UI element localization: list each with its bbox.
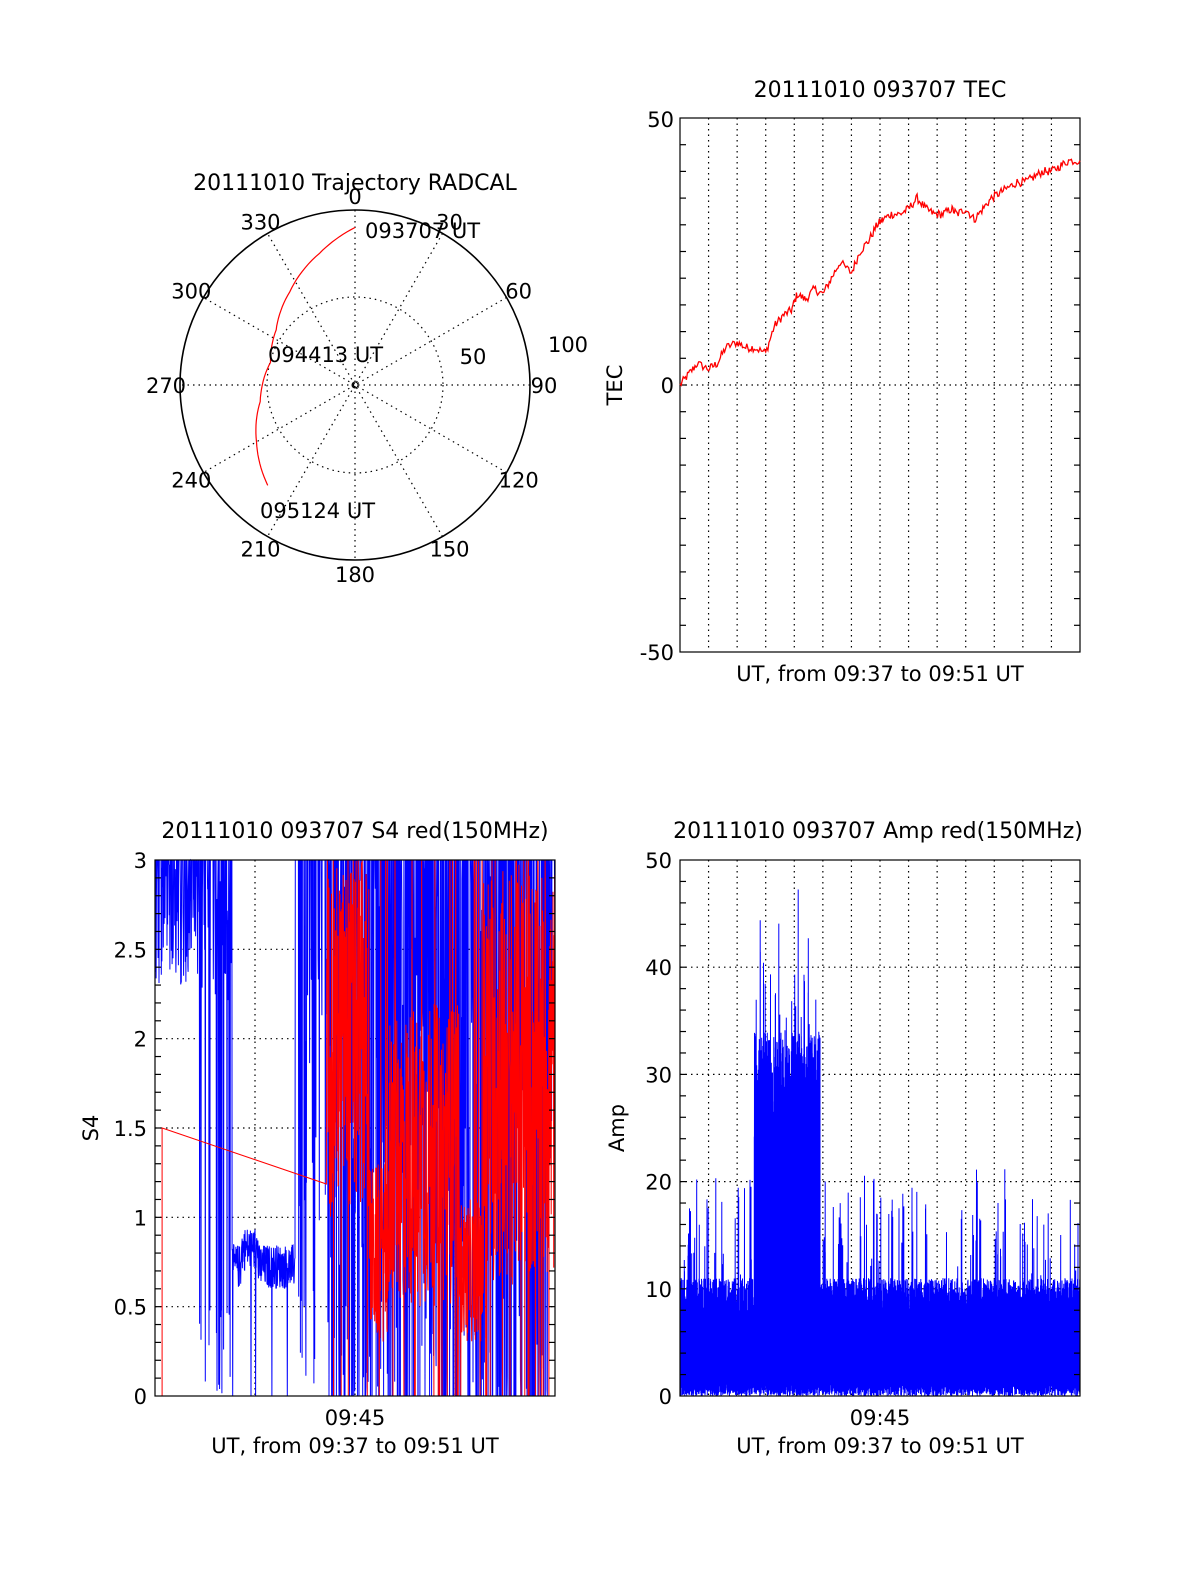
tec-ytick-label: 50 bbox=[647, 108, 674, 132]
tec-ytick-label: 0 bbox=[661, 374, 674, 398]
amp-title: 20111010 093707 Amp red(150MHz) bbox=[673, 819, 1083, 844]
trajectory-line bbox=[255, 226, 356, 486]
polar-azimuth-label: 270 bbox=[146, 374, 186, 398]
s4-ylabel: S4 bbox=[79, 1115, 103, 1142]
tec-grid bbox=[680, 118, 1080, 652]
polar-azimuth-labels: 0 30 60 90 120 150 180 210 240 270 300 330 bbox=[146, 185, 557, 587]
polar-trajectory-chart: 20111010 Trajectory RADCAL 0 30 60 90 120 150… bbox=[146, 171, 588, 587]
amp-ytick-label: 40 bbox=[645, 956, 672, 980]
s4-chart: 20111010 093707 S4 red(150MHz) 0 0.5 1 1.5 2… bbox=[79, 819, 556, 1458]
polar-center-marker bbox=[351, 381, 359, 389]
polar-spoke bbox=[203, 296, 507, 474]
s4-ytick-labels: 0 0.5 1 1.5 2 2.5 3 bbox=[114, 849, 147, 1409]
tec-minor-ticks bbox=[680, 144, 1080, 626]
polar-azimuth-label: 0 bbox=[348, 185, 361, 209]
tec-chart: 20111010 093707 TEC 50 0 -50 TEC UT, fro… bbox=[603, 78, 1081, 686]
polar-azimuth-label: 180 bbox=[335, 563, 375, 587]
tec-ytick-label: -50 bbox=[640, 641, 674, 665]
tec-series-line bbox=[679, 158, 1081, 387]
tec-title: 20111010 093707 TEC bbox=[754, 78, 1007, 103]
tec-xlabel: UT, from 09:37 to 09:51 UT bbox=[736, 662, 1024, 686]
s4-red-series-line bbox=[161, 859, 556, 1397]
s4-ytick-label: 2.5 bbox=[114, 938, 147, 962]
amp-ytick-label: 50 bbox=[645, 849, 672, 873]
amp-ytick-labels: 0 10 20 30 40 50 bbox=[645, 849, 672, 1409]
polar-radial-label: 50 bbox=[460, 345, 487, 369]
polar-azimuth-label: 240 bbox=[171, 469, 211, 493]
amp-plot-frame bbox=[679, 859, 1081, 1397]
trajectory-mid-label: 094413 UT bbox=[268, 343, 383, 367]
s4-ytick-label: 1.5 bbox=[114, 1117, 147, 1141]
s4-ytick-label: 0.5 bbox=[114, 1296, 147, 1320]
polar-spoke bbox=[203, 296, 507, 474]
s4-ytick-label: 2 bbox=[134, 1028, 147, 1052]
polar-azimuth-label: 120 bbox=[499, 469, 539, 493]
amp-xtick-label: 09:45 bbox=[850, 1406, 911, 1430]
polar-radial-label: 100 bbox=[548, 333, 588, 357]
polar-inner-circle bbox=[266, 296, 444, 474]
amp-ytick-label: 10 bbox=[645, 1278, 672, 1302]
s4-xtick-label: 09:45 bbox=[325, 1406, 386, 1430]
polar-title: 20111010 Trajectory RADCAL bbox=[193, 171, 517, 196]
amp-chart: 20111010 093707 Amp red(150MHz) 0 10 20 30 4… bbox=[605, 819, 1083, 1458]
s4-ytick-label: 3 bbox=[134, 849, 147, 873]
amp-minor-ticks bbox=[680, 880, 1080, 1376]
s4-xlabel: UT, from 09:37 to 09:51 UT bbox=[211, 1434, 499, 1458]
polar-spoke bbox=[266, 233, 444, 537]
polar-azimuth-label: 150 bbox=[429, 538, 469, 562]
polar-spokes bbox=[180, 210, 530, 560]
polar-spoke bbox=[266, 233, 444, 537]
polar-azimuth-label: 300 bbox=[171, 280, 211, 304]
s4-title: 20111010 093707 S4 red(150MHz) bbox=[161, 819, 548, 844]
tec-plot-frame bbox=[679, 117, 1081, 653]
polar-azimuth-label: 30 bbox=[436, 210, 463, 234]
amp-series-line bbox=[679, 889, 1081, 1397]
amp-ylabel: Amp bbox=[605, 1104, 629, 1152]
polar-azimuth-label: 60 bbox=[505, 280, 532, 304]
amp-ytick-label: 30 bbox=[645, 1063, 672, 1087]
s4-ytick-label: 1 bbox=[134, 1206, 147, 1230]
amp-ytick-label: 0 bbox=[659, 1385, 672, 1409]
s4-ytick-label: 0 bbox=[134, 1385, 147, 1409]
polar-azimuth-label: 210 bbox=[240, 538, 280, 562]
tec-ylabel: TEC bbox=[603, 365, 627, 407]
trajectory-end-label: 095124 UT bbox=[260, 499, 375, 523]
trajectory-start-label: 093707 UT bbox=[365, 219, 480, 243]
polar-azimuth-label: 90 bbox=[531, 374, 558, 398]
amp-xlabel: UT, from 09:37 to 09:51 UT bbox=[736, 1434, 1024, 1458]
polar-azimuth-label: 330 bbox=[240, 210, 280, 234]
s4-minor-ticks bbox=[155, 877, 555, 1379]
amp-ytick-label: 20 bbox=[645, 1171, 672, 1195]
